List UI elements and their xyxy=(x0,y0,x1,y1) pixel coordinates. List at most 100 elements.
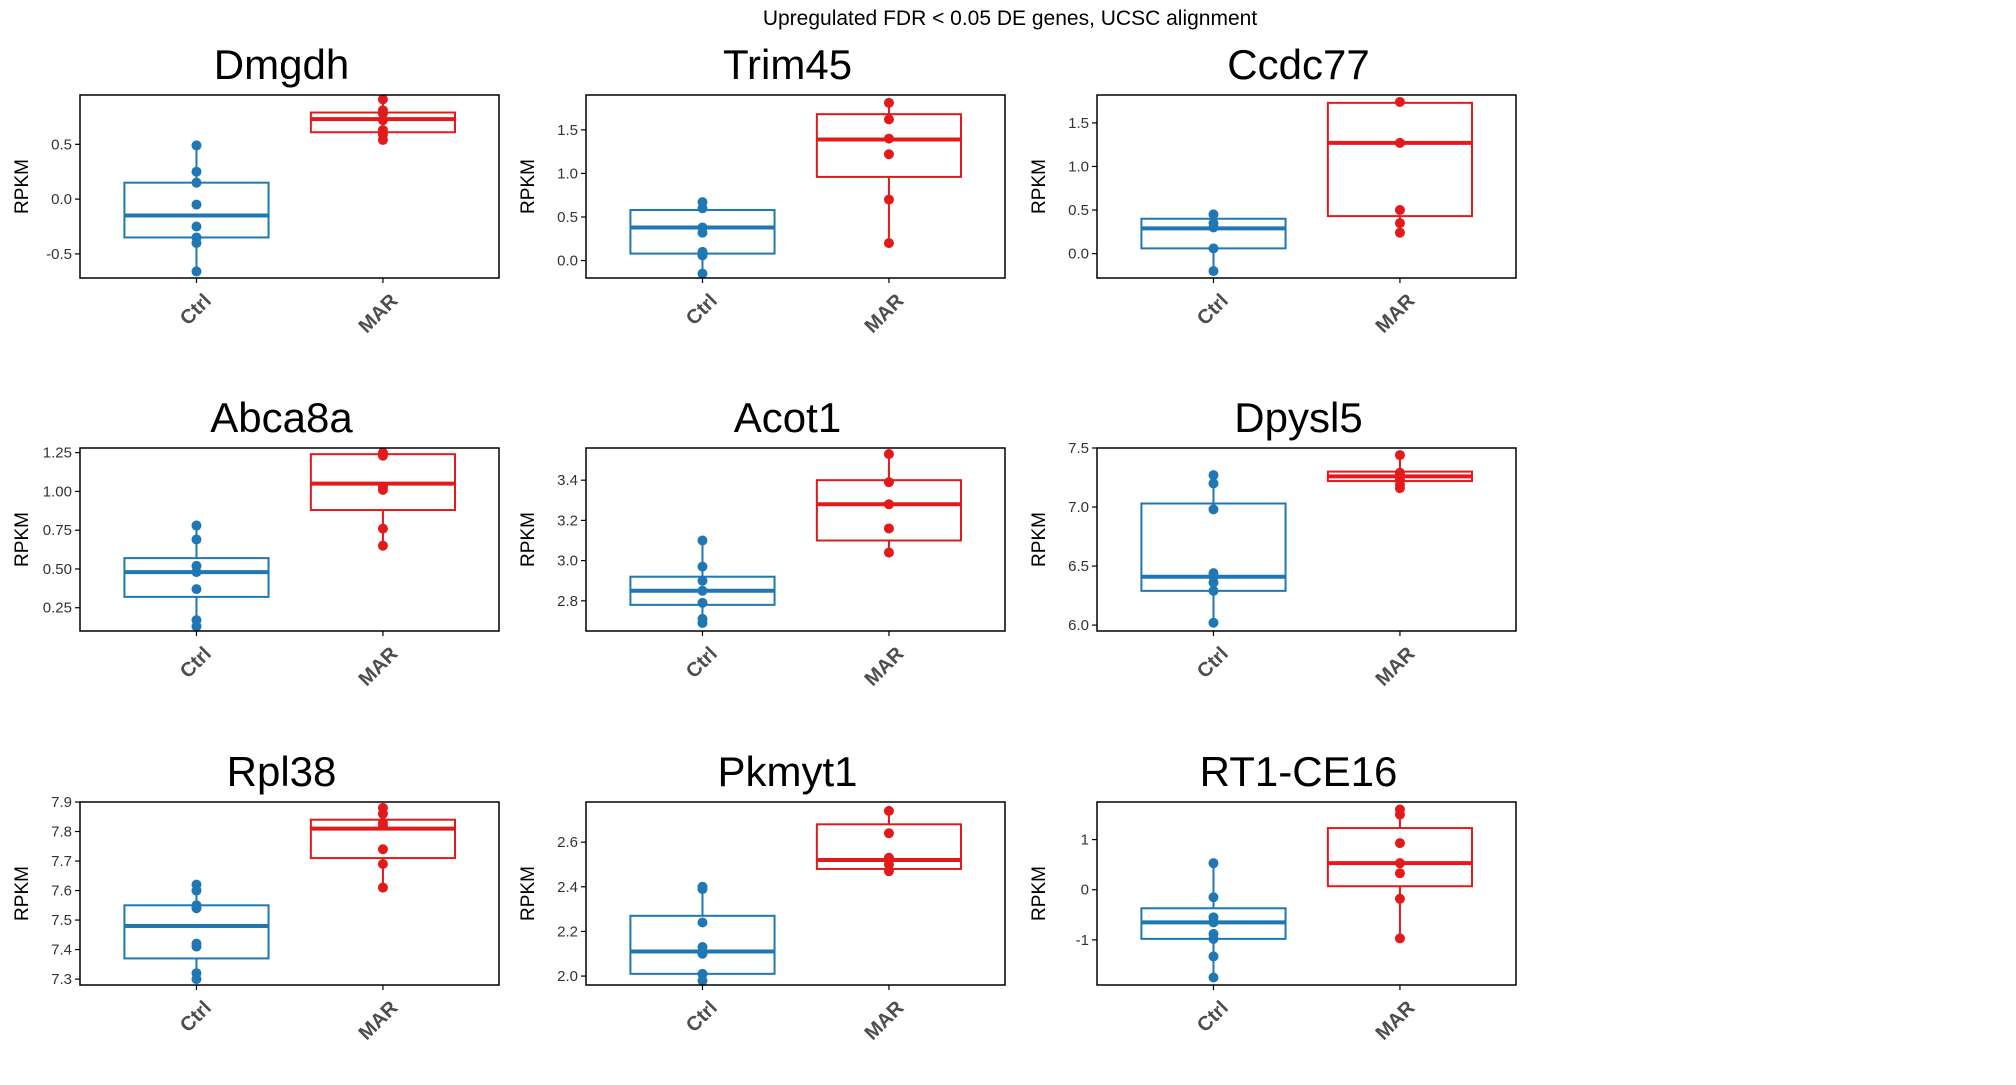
panel-dpysl5: Dpysl5 RPKM 6.0 6.5 7.0 7.5 Ctrl MAR xyxy=(1029,394,1517,691)
box-ctrl xyxy=(123,140,270,277)
data-point xyxy=(377,844,388,855)
data-point xyxy=(1394,227,1405,238)
x-tick-label: Ctrl xyxy=(1193,643,1233,683)
y-tick-label: 1.00 xyxy=(43,483,72,500)
data-point xyxy=(1208,243,1219,254)
y-tick-label: 7.6 xyxy=(51,883,72,900)
data-point xyxy=(1208,858,1219,869)
data-point xyxy=(883,477,894,488)
box-mar xyxy=(1326,96,1474,238)
y-tick-label: 7.5 xyxy=(51,912,72,929)
box-iqr xyxy=(1326,101,1474,218)
panel-border xyxy=(79,801,500,986)
data-point xyxy=(377,802,388,813)
data-point xyxy=(697,881,708,892)
y-tick-label: 3.4 xyxy=(557,472,578,489)
panel-title: Acot1 xyxy=(734,394,841,441)
data-point xyxy=(377,817,388,828)
data-point xyxy=(1208,892,1219,903)
data-point xyxy=(1208,470,1219,481)
x-tick-label: MAR xyxy=(1372,642,1420,690)
data-point xyxy=(883,852,894,863)
y-tick-label: 2.6 xyxy=(557,834,578,851)
data-point xyxy=(883,149,894,160)
panel-border xyxy=(79,447,500,632)
y-tick-label: 7.3 xyxy=(51,971,72,988)
data-point xyxy=(883,449,894,460)
data-point xyxy=(1208,912,1219,923)
x-tick-label: Ctrl xyxy=(1193,997,1233,1037)
data-point xyxy=(1394,137,1405,148)
data-point xyxy=(697,575,708,586)
data-point xyxy=(1208,209,1219,220)
data-point xyxy=(1394,858,1405,869)
data-point xyxy=(1394,893,1405,904)
panel-border xyxy=(1096,94,1517,279)
panel-border xyxy=(585,447,1006,632)
y-axis-label: RPKM xyxy=(518,512,539,567)
y-tick-label: 1.25 xyxy=(43,445,72,462)
panel-rt1-ce16: RT1-CE16 RPKM -1 0 1 Ctrl MAR xyxy=(1029,748,1517,1045)
panel-title: Trim45 xyxy=(723,41,852,88)
y-tick-label: 6.0 xyxy=(1068,617,1089,634)
data-point xyxy=(191,221,202,232)
x-tick-label: Ctrl xyxy=(176,997,216,1037)
box-ctrl xyxy=(629,535,776,628)
x-tick-label: Ctrl xyxy=(176,643,216,683)
data-point xyxy=(191,266,202,277)
panel-rpl38: Rpl38 RPKM 7.3 7.4 7.5 7.6 7.7 7.8 7.9 Ctrl MAR xyxy=(12,748,500,1045)
x-tick-label: Ctrl xyxy=(1193,290,1233,330)
y-tick-label: 3.0 xyxy=(557,553,578,570)
data-point xyxy=(697,268,708,279)
data-point xyxy=(191,520,202,531)
data-point xyxy=(1394,450,1405,461)
box-iqr xyxy=(1326,827,1474,888)
panel-abca8a: Abca8a RPKM 0.25 0.50 0.75 1.00 1.25 Ctrl MAR xyxy=(12,394,500,691)
data-point xyxy=(377,105,388,116)
data-point xyxy=(883,547,894,558)
y-tick-label: 0.0 xyxy=(1068,246,1089,263)
box-ctrl xyxy=(1140,858,1287,983)
box-ctrl xyxy=(1140,470,1287,628)
y-tick-label: 1 xyxy=(1081,832,1089,849)
data-point xyxy=(697,613,708,624)
data-point xyxy=(1208,585,1219,596)
data-point xyxy=(1394,838,1405,849)
data-point xyxy=(697,942,708,953)
y-axis-label: RPKM xyxy=(518,159,539,214)
y-tick-label: 2.0 xyxy=(557,968,578,985)
panel-title: Dmgdh xyxy=(214,41,349,88)
x-tick-label: MAR xyxy=(861,289,909,337)
y-tick-label: 2.8 xyxy=(557,593,578,610)
y-axis-label: RPKM xyxy=(12,159,33,214)
data-point xyxy=(191,140,202,151)
x-tick-label: Ctrl xyxy=(176,290,216,330)
y-tick-label: 0.5 xyxy=(1068,202,1089,219)
panel-title: Ccdc77 xyxy=(1227,41,1369,88)
data-point xyxy=(1394,933,1405,944)
y-tick-label: 1.0 xyxy=(1068,158,1089,175)
x-tick-label: MAR xyxy=(355,642,403,690)
y-tick-label: 1.5 xyxy=(1068,115,1089,132)
data-point xyxy=(883,523,894,534)
data-point xyxy=(1394,218,1405,229)
box-ctrl xyxy=(123,879,270,985)
data-point xyxy=(697,968,708,979)
data-point xyxy=(191,879,202,890)
data-point xyxy=(697,535,708,546)
x-tick-label: MAR xyxy=(861,642,909,690)
box-mar xyxy=(815,805,963,877)
x-tick-label: MAR xyxy=(1372,289,1420,337)
panel-title: Pkmyt1 xyxy=(717,748,857,795)
y-axis-label: RPKM xyxy=(12,512,33,567)
data-point xyxy=(191,166,202,177)
data-point xyxy=(1208,972,1219,983)
data-point xyxy=(1208,617,1219,628)
data-point xyxy=(377,481,388,492)
data-point xyxy=(191,584,202,595)
figure-suptitle: Upregulated FDR < 0.05 DE genes, UCSC al… xyxy=(763,7,1257,30)
box-mar xyxy=(1326,450,1474,494)
y-tick-label: 7.5 xyxy=(1068,440,1089,457)
